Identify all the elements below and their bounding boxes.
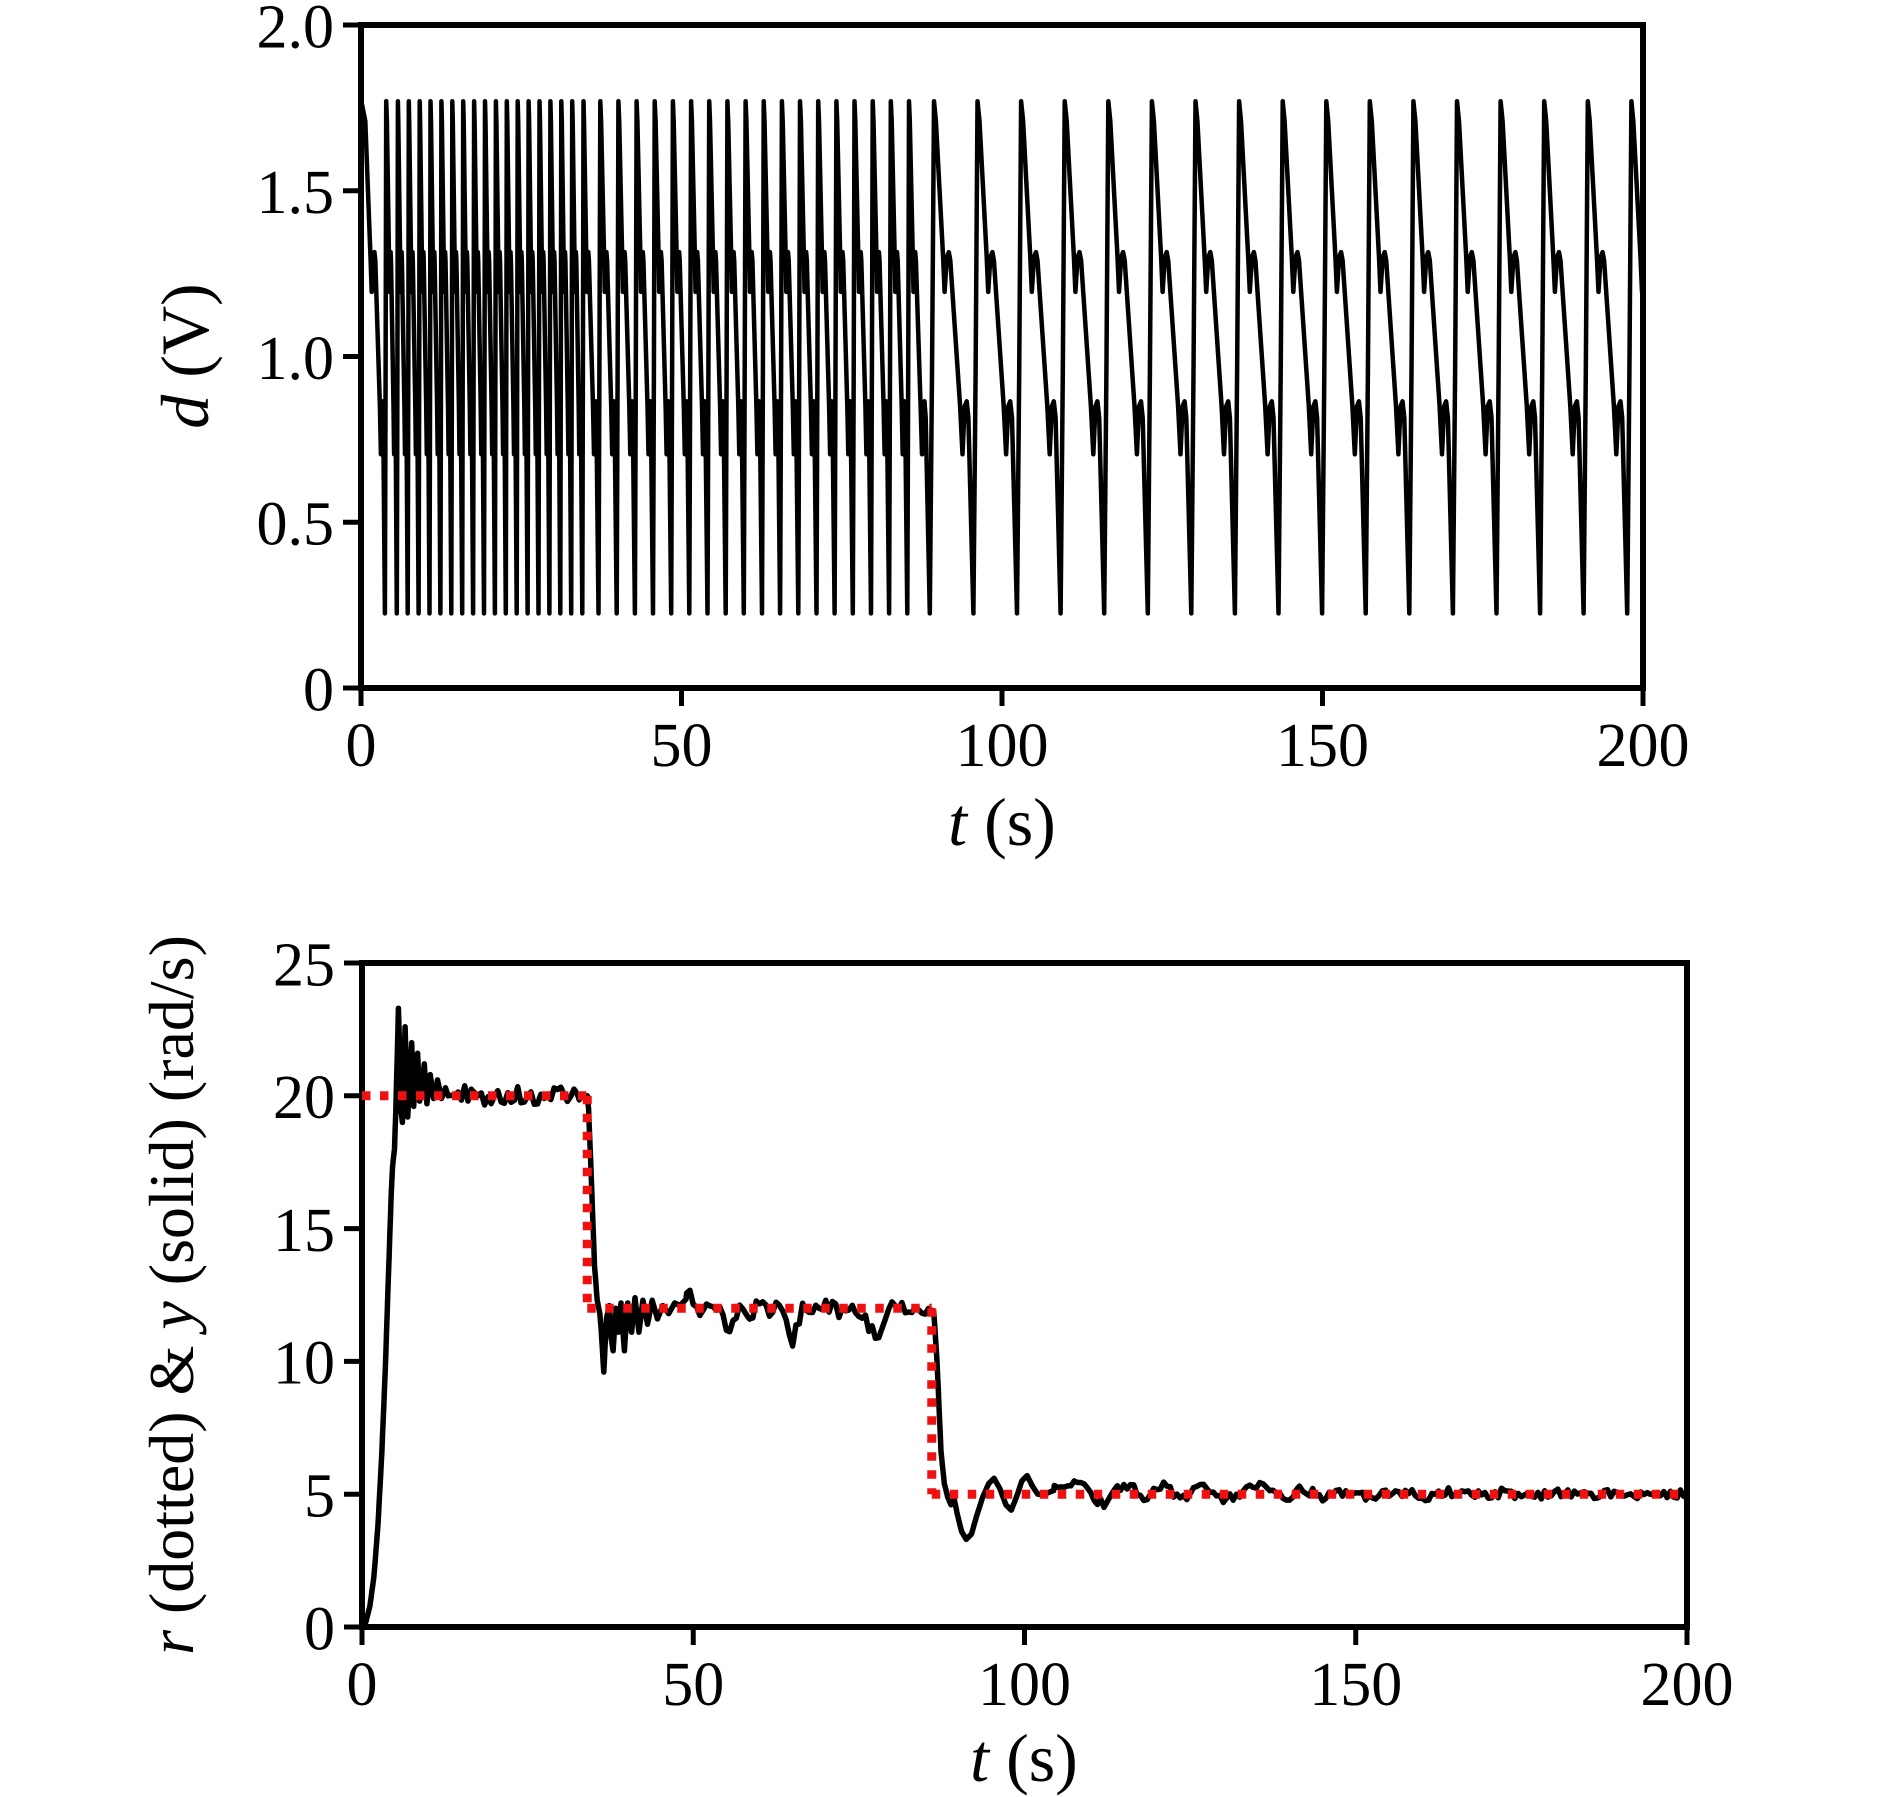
bottom-xlabel-unit: (s): [989, 1720, 1078, 1796]
bottom-xlabel-var: t: [970, 1720, 990, 1796]
bottom-plot-frame: [359, 960, 1690, 1630]
top-x-tick-label: 150: [1276, 712, 1369, 780]
top-x-tick-label: 0: [346, 712, 377, 780]
top-y-tick-label: 1.5: [257, 159, 335, 227]
bottom-y-tick-label: 25: [273, 931, 335, 999]
bottom-ylabel-var-r: r: [136, 1630, 207, 1655]
top-x-tick-label: 50: [651, 712, 713, 780]
d-signal-curve: [361, 98, 1643, 616]
top-ylabel-var: d: [147, 394, 223, 429]
bottom-x-tick-label: 0: [347, 1651, 378, 1719]
bottom-y-tick-label: 0: [304, 1595, 335, 1663]
bottom-y-tick-label: 10: [273, 1330, 335, 1398]
bottom-x-tick-label: 150: [1309, 1651, 1402, 1719]
top-x-axis-label: t (s): [948, 788, 1056, 856]
top-plot-axes: 0 50 100 150 200 0 0.5 1.0 1.5 2.0: [257, 0, 1690, 780]
top-x-tick-label: 200: [1597, 712, 1690, 780]
bottom-x-tick-label: 100: [978, 1651, 1071, 1719]
bottom-ylabel-mid: (dotted) &: [136, 1329, 207, 1630]
top-y-axis-label: d (V): [147, 283, 223, 428]
bottom-y-tick-label: 20: [273, 1064, 335, 1132]
top-xlabel-unit: (s): [967, 784, 1056, 860]
top-ylabel-unit: (V): [147, 283, 223, 395]
bottom-x-axis-label: t (s): [970, 1724, 1078, 1792]
top-x-tick-label: 100: [956, 712, 1049, 780]
reference-dotted-line: [362, 1091, 1687, 1499]
bottom-ylabel-var-y: y: [136, 1301, 207, 1330]
top-y-tick-label: 0.5: [257, 491, 335, 559]
bottom-ylabel-unit: (solid) (rad/s): [136, 935, 207, 1302]
top-y-tick-label: 2.0: [257, 0, 335, 61]
bottom-x-tick-label: 50: [662, 1651, 724, 1719]
bottom-plot-axes: 0 50 100 150 200 0 5 10 15 20 25: [273, 931, 1734, 1719]
top-xlabel-var: t: [948, 784, 968, 860]
bottom-y-tick-label: 15: [273, 1197, 335, 1265]
bottom-y-tick-label: 5: [304, 1463, 335, 1531]
top-y-tick-label: 1.0: [257, 325, 335, 393]
top-y-tick-label: 0: [303, 656, 334, 724]
response-speed-curve: [362, 1005, 1687, 1627]
bottom-x-tick-label: 200: [1641, 1651, 1734, 1719]
bottom-y-axis-label: r (dotted) & y (solid) (rad/s): [136, 935, 207, 1655]
